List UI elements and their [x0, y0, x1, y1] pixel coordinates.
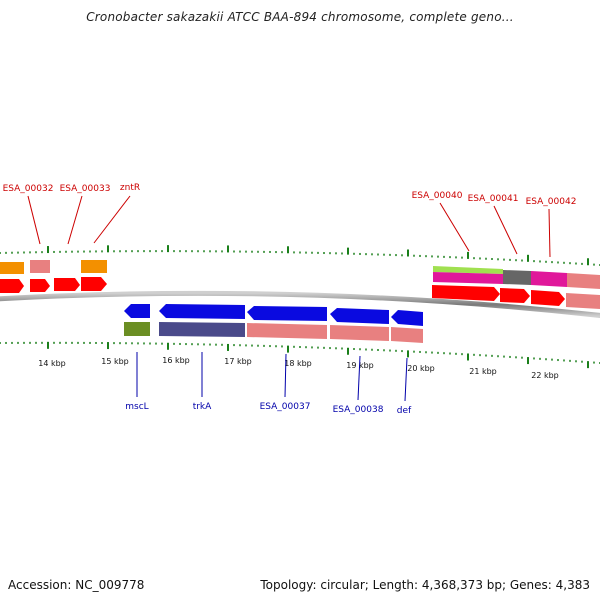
- gene-arrow-forward[interactable]: [81, 277, 107, 291]
- gene-arrow-forward[interactable]: [0, 279, 24, 293]
- gene-label-ESA_00041[interactable]: ESA_00041: [468, 194, 519, 204]
- map-title: Cronobacter sakazakii ATCC BAA-894 chrom…: [86, 10, 514, 24]
- gene-arrow-forward[interactable]: [500, 288, 530, 303]
- tick-marks-bottom: [0, 341, 600, 369]
- gene-label-ESA_00032[interactable]: ESA_00032: [3, 184, 54, 194]
- gene-feature-box[interactable]: [30, 260, 50, 273]
- gene-feature-box[interactable]: [391, 327, 423, 343]
- gene-feature-box[interactable]: [330, 325, 389, 341]
- kbp-label: 20 kbp: [407, 364, 435, 373]
- gene-arrow-forward[interactable]: [566, 293, 600, 309]
- gene-label-trkA[interactable]: trkA: [193, 402, 212, 412]
- topology-text: Topology: circular; Length: 4,368,373 bp…: [260, 578, 590, 592]
- gene-feature-box[interactable]: [567, 273, 600, 289]
- gene-label-def[interactable]: def: [397, 406, 412, 416]
- gene-row-upper-left[interactable]: [0, 260, 107, 293]
- gene-feature-box[interactable]: [247, 323, 327, 339]
- gene-arrow-reverse[interactable]: [330, 308, 389, 324]
- gene-feature-box[interactable]: [124, 322, 150, 336]
- kbp-label: 14 kbp: [38, 359, 66, 368]
- kbp-label: 18 kbp: [284, 359, 312, 368]
- gene-label-ESA_00042[interactable]: ESA_00042: [526, 197, 577, 207]
- gene-feature-box[interactable]: [159, 322, 245, 337]
- gene-arrow-reverse[interactable]: [247, 306, 327, 321]
- gene-feature-box[interactable]: [531, 271, 567, 287]
- accession-text: Accession: NC_009778: [8, 578, 145, 592]
- gene-label-ESA_00033[interactable]: ESA_00033: [60, 184, 111, 194]
- gene-arrow-reverse[interactable]: [159, 304, 245, 319]
- kbp-label: 17 kbp: [224, 357, 252, 366]
- gene-labels-bottom: mscL trkA ESA_00037 ESA_00038 def: [125, 352, 412, 416]
- gene-row-upper-right[interactable]: [432, 266, 600, 309]
- gene-arrow-forward[interactable]: [30, 279, 50, 292]
- kbp-label: 21 kbp: [469, 367, 497, 376]
- gene-feature-box[interactable]: [0, 262, 24, 274]
- gene-arrow-forward[interactable]: [54, 278, 80, 291]
- kbp-label: 16 kbp: [162, 356, 190, 365]
- gene-label-mscL[interactable]: mscL: [125, 402, 148, 412]
- gene-label-zntR[interactable]: zntR: [120, 183, 140, 193]
- gene-label-ESA_00038[interactable]: ESA_00038: [333, 405, 384, 415]
- gene-feature-box[interactable]: [433, 272, 503, 284]
- kbp-label: 22 kbp: [531, 371, 559, 380]
- gene-arrow-reverse[interactable]: [391, 310, 423, 326]
- kbp-scale-labels: 14 kbp 15 kbp 16 kbp 17 kbp 18 kbp 19 kb…: [38, 356, 559, 380]
- gene-feature-box[interactable]: [81, 260, 107, 273]
- gene-label-ESA_00040[interactable]: ESA_00040: [412, 191, 463, 201]
- kbp-label: 15 kbp: [101, 357, 129, 366]
- gene-label-ESA_00037[interactable]: ESA_00037: [260, 402, 311, 412]
- gene-arrow-reverse[interactable]: [124, 304, 150, 318]
- gene-feature-box[interactable]: [433, 266, 503, 274]
- tick-marks-top: [0, 245, 600, 266]
- chromosome-backbone: [0, 290, 600, 318]
- gene-feature-box[interactable]: [503, 270, 531, 285]
- gene-labels-top: ESA_00032 ESA_00033 zntR ESA_00040 ESA_0…: [3, 183, 577, 258]
- gene-arrow-forward[interactable]: [432, 285, 500, 301]
- gene-arrow-forward[interactable]: [531, 290, 565, 306]
- gene-row-lower[interactable]: [124, 304, 423, 343]
